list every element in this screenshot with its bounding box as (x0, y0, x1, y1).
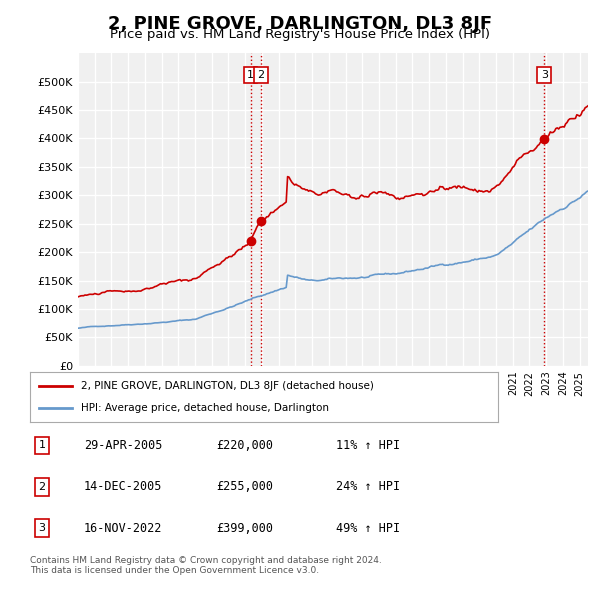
Text: 11% ↑ HPI: 11% ↑ HPI (336, 439, 400, 452)
Text: £255,000: £255,000 (216, 480, 273, 493)
Text: 1: 1 (247, 70, 254, 80)
Text: Contains HM Land Registry data © Crown copyright and database right 2024.
This d: Contains HM Land Registry data © Crown c… (30, 556, 382, 575)
Text: 16-NOV-2022: 16-NOV-2022 (84, 522, 163, 535)
Text: 14-DEC-2005: 14-DEC-2005 (84, 480, 163, 493)
Text: 3: 3 (38, 523, 46, 533)
Text: £399,000: £399,000 (216, 522, 273, 535)
Text: 1: 1 (38, 441, 46, 450)
Text: 2: 2 (257, 70, 265, 80)
Text: 24% ↑ HPI: 24% ↑ HPI (336, 480, 400, 493)
Text: 49% ↑ HPI: 49% ↑ HPI (336, 522, 400, 535)
Text: 2: 2 (38, 482, 46, 491)
Text: 29-APR-2005: 29-APR-2005 (84, 439, 163, 452)
Text: HPI: Average price, detached house, Darlington: HPI: Average price, detached house, Darl… (82, 403, 329, 413)
Text: 3: 3 (541, 70, 548, 80)
Text: 2, PINE GROVE, DARLINGTON, DL3 8JF: 2, PINE GROVE, DARLINGTON, DL3 8JF (108, 15, 492, 33)
Text: Price paid vs. HM Land Registry's House Price Index (HPI): Price paid vs. HM Land Registry's House … (110, 28, 490, 41)
Text: 2, PINE GROVE, DARLINGTON, DL3 8JF (detached house): 2, PINE GROVE, DARLINGTON, DL3 8JF (deta… (82, 381, 374, 391)
Text: £220,000: £220,000 (216, 439, 273, 452)
